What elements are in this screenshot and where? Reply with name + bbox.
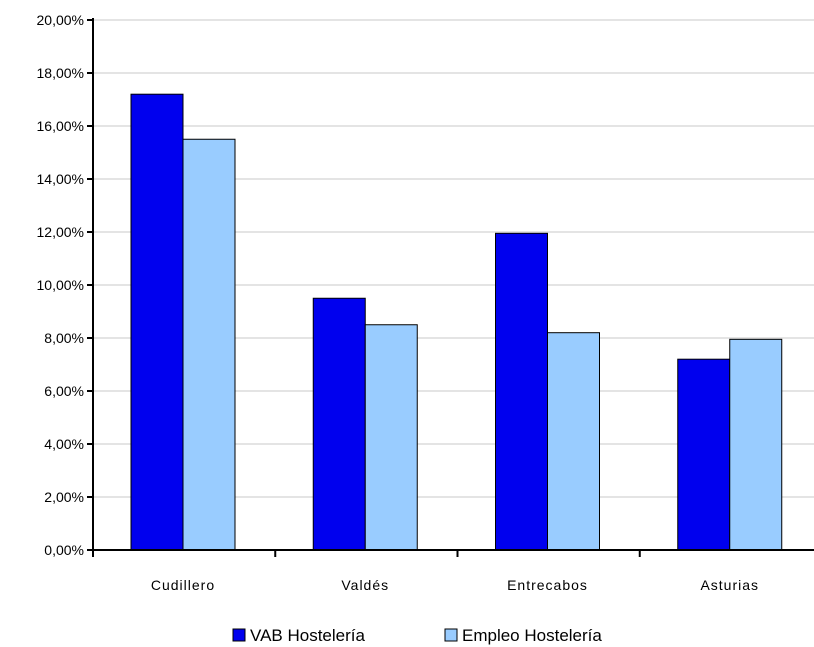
y-tick-label-1: 2,00% bbox=[44, 489, 84, 505]
y-tick-label-3: 6,00% bbox=[44, 383, 84, 399]
bar-vab-cudillero bbox=[130, 93, 184, 551]
bar-vab-valdés bbox=[312, 297, 366, 551]
y-tick-label-10: 20,00% bbox=[37, 12, 84, 28]
axes bbox=[87, 18, 814, 557]
y-tick-label-8: 16,00% bbox=[37, 118, 84, 134]
y-tick-label-2: 4,00% bbox=[44, 436, 84, 452]
x-tick-label-valdés: Valdés bbox=[341, 577, 389, 593]
bars bbox=[130, 93, 783, 551]
legend-swatch-vab bbox=[232, 628, 246, 642]
bar-empleo-entrecabos bbox=[547, 332, 600, 551]
bar-empleo-cudillero bbox=[182, 138, 236, 551]
legend-swatch-empleo bbox=[444, 628, 458, 642]
legend-label-empleo: Empleo Hostelería bbox=[462, 626, 602, 645]
bar-empleo-valdés bbox=[364, 324, 418, 551]
x-tick-labels: Cudillero Valdés Entrecabos Asturias bbox=[151, 577, 759, 593]
y-tick-labels: 0,00% 2,00% 4,00% 6,00% 8,00% 10,00% 12,00% 14,… bbox=[37, 12, 84, 558]
bar-empleo-asturias bbox=[729, 338, 783, 551]
y-tick-label-5: 10,00% bbox=[37, 277, 84, 293]
x-tick-label-entrecabos: Entrecabos bbox=[507, 577, 588, 593]
legend-label-vab: VAB Hostelería bbox=[250, 626, 366, 645]
y-tick-label-4: 8,00% bbox=[44, 330, 84, 346]
y-tick-label-7: 14,00% bbox=[37, 171, 84, 187]
x-tick-label-cudillero: Cudillero bbox=[151, 577, 215, 593]
x-tick-label-asturias: Asturias bbox=[700, 577, 759, 593]
bar-vab-asturias bbox=[677, 358, 731, 551]
bar-vab-entrecabos bbox=[495, 232, 548, 551]
y-tick-label-0: 0,00% bbox=[44, 542, 84, 558]
y-tick-label-6: 12,00% bbox=[37, 224, 84, 240]
y-tick-label-9: 18,00% bbox=[37, 65, 84, 81]
legend: VAB Hostelería Empleo Hostelería bbox=[232, 626, 602, 645]
